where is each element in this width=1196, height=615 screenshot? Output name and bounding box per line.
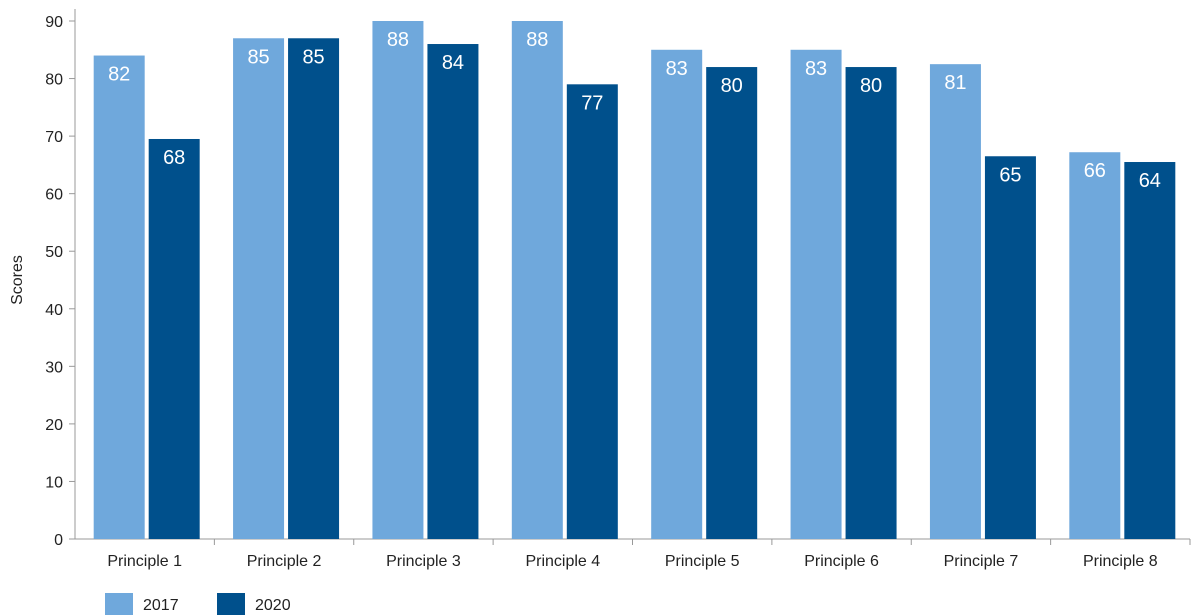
y-tick-label: 40: [45, 302, 63, 319]
bar-2017-2: [233, 38, 285, 540]
bar-value-label: 81: [944, 72, 966, 94]
x-tick-label: Principle 4: [525, 553, 600, 570]
bar-2020-4: [566, 84, 618, 540]
legend-label-2017: 2017: [143, 597, 179, 614]
y-tick-label: 90: [45, 14, 63, 31]
bar-2020-3: [427, 44, 479, 540]
bar-2020-2: [288, 38, 340, 540]
bar-value-label: 83: [666, 58, 688, 80]
y-tick-label: 10: [45, 474, 63, 491]
bar-2017-1: [93, 55, 145, 540]
bar-2020-1: [148, 138, 200, 539]
y-axis-title: Scores: [9, 255, 26, 305]
bar-2017-3: [372, 21, 424, 539]
bar-value-label: 65: [999, 164, 1021, 186]
legend-label-2020: 2020: [255, 597, 291, 614]
x-tick-label: Principle 3: [386, 553, 461, 570]
bar-2017-4: [511, 21, 563, 539]
x-tick-label: Principle 5: [665, 553, 740, 570]
x-tick-label: Principle 6: [804, 553, 879, 570]
y-tick-label: 30: [45, 359, 63, 376]
bar-value-label: 66: [1084, 160, 1106, 182]
bar-2020-8: [1124, 162, 1176, 539]
bar-2020-6: [845, 67, 897, 540]
bar-value-label: 83: [805, 58, 827, 80]
x-tick-label: Principle 7: [944, 553, 1019, 570]
bar-2020-7: [984, 156, 1036, 539]
y-tick-label: 0: [54, 532, 63, 549]
legend-swatch-2017: [105, 593, 133, 615]
y-tick-label: 50: [45, 244, 63, 261]
legend-swatch-2020: [217, 593, 245, 615]
bar-value-label: 88: [526, 29, 548, 51]
y-tick-label: 70: [45, 129, 63, 146]
y-tick-label: 20: [45, 417, 63, 434]
bar-value-label: 88: [387, 29, 409, 51]
bar-value-label: 80: [860, 75, 882, 97]
bar-value-label: 64: [1139, 170, 1161, 192]
bar-2017-8: [1069, 152, 1121, 539]
bar-value-label: 80: [721, 75, 743, 97]
x-tick-label: Principle 2: [247, 553, 322, 570]
x-tick-label: Principle 1: [107, 553, 182, 570]
bar-value-label: 82: [108, 64, 130, 86]
y-tick-label: 80: [45, 72, 63, 89]
bar-value-label: 85: [247, 46, 269, 68]
bar-value-label: 85: [302, 46, 324, 68]
bar-2020-5: [706, 67, 758, 540]
bar-value-label: 68: [163, 147, 185, 169]
y-tick-label: 60: [45, 187, 63, 204]
bar-value-label: 77: [581, 92, 603, 114]
x-tick-label: Principle 8: [1083, 553, 1158, 570]
bar-2017-7: [929, 64, 981, 540]
bar-value-label: 84: [442, 52, 464, 74]
bar-2017-6: [790, 49, 842, 540]
bar-2017-5: [651, 49, 703, 540]
